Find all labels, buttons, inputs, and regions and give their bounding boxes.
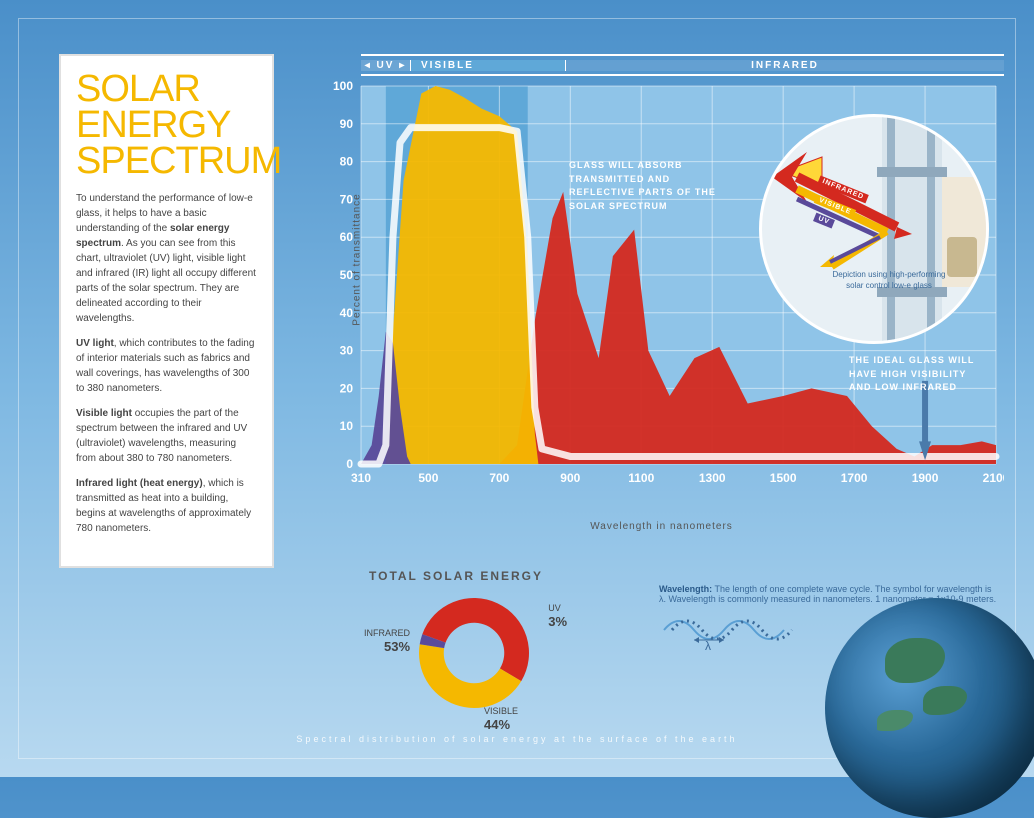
- infrared-band-label: INFRARED: [566, 60, 1004, 71]
- page-title: SOLAR ENERGY SPECTRUM: [76, 71, 257, 179]
- chart-annotation-absorb: GLASS WILL ABSORB TRANSMITTED AND REFLEC…: [569, 159, 719, 213]
- svg-text:900: 900: [560, 471, 580, 485]
- svg-text:1500: 1500: [770, 471, 797, 485]
- page-frame: SOLAR ENERGY SPECTRUM To understand the …: [18, 18, 1016, 759]
- x-axis-label: Wavelength in nanometers: [590, 521, 733, 532]
- svg-text:10: 10: [340, 419, 354, 433]
- donut-label-uv: UV3%: [548, 603, 567, 629]
- earth-graphic: [825, 598, 1034, 818]
- sidebar-text: To understand the performance of low-e g…: [76, 191, 257, 536]
- y-axis-label: Percent of transmittance: [352, 193, 363, 325]
- svg-text:1900: 1900: [912, 471, 939, 485]
- svg-text:1300: 1300: [699, 471, 726, 485]
- sidebar-panel: SOLAR ENERGY SPECTRUM To understand the …: [59, 54, 274, 568]
- lambda-symbol: λ: [705, 639, 711, 650]
- svg-text:30: 30: [340, 344, 354, 358]
- donut-label-visible: VISIBLE44%: [484, 706, 518, 732]
- building-inset: INFRARED VISIBLE UV: [759, 114, 989, 344]
- svg-text:310: 310: [351, 471, 371, 485]
- svg-text:1100: 1100: [628, 471, 654, 485]
- spectrum-chart: ◂ UV ▸ VISIBLE INFRARED Percent of trans…: [319, 54, 1004, 524]
- svg-text:700: 700: [489, 471, 509, 485]
- uv-band-label: ◂ UV ▸: [361, 60, 411, 71]
- svg-text:500: 500: [418, 471, 438, 485]
- svg-text:1700: 1700: [841, 471, 868, 485]
- donut-label-infrared: INFRARED53%: [364, 628, 410, 654]
- svg-text:0: 0: [346, 457, 353, 471]
- svg-text:90: 90: [340, 117, 354, 131]
- visible-band-label: VISIBLE: [411, 60, 566, 71]
- svg-text:2100: 2100: [983, 471, 1004, 485]
- svg-text:80: 80: [340, 155, 354, 169]
- spectrum-band-bar: ◂ UV ▸ VISIBLE INFRARED: [361, 54, 1004, 76]
- chart-annotation-ideal: THE IDEAL GLASS WILL HAVE HIGH VISIBILIT…: [849, 354, 989, 395]
- footer-caption: Spectral distribution of solar energy at…: [296, 734, 737, 744]
- donut-title: TOTAL SOLAR ENERGY: [369, 569, 609, 583]
- donut-chart: TOTAL SOLAR ENERGY INFRARED53% UV3% VISI…: [369, 569, 609, 718]
- inset-caption: Depiction using high-performing solar co…: [829, 269, 949, 291]
- svg-text:20: 20: [340, 381, 354, 395]
- svg-text:100: 100: [333, 79, 353, 93]
